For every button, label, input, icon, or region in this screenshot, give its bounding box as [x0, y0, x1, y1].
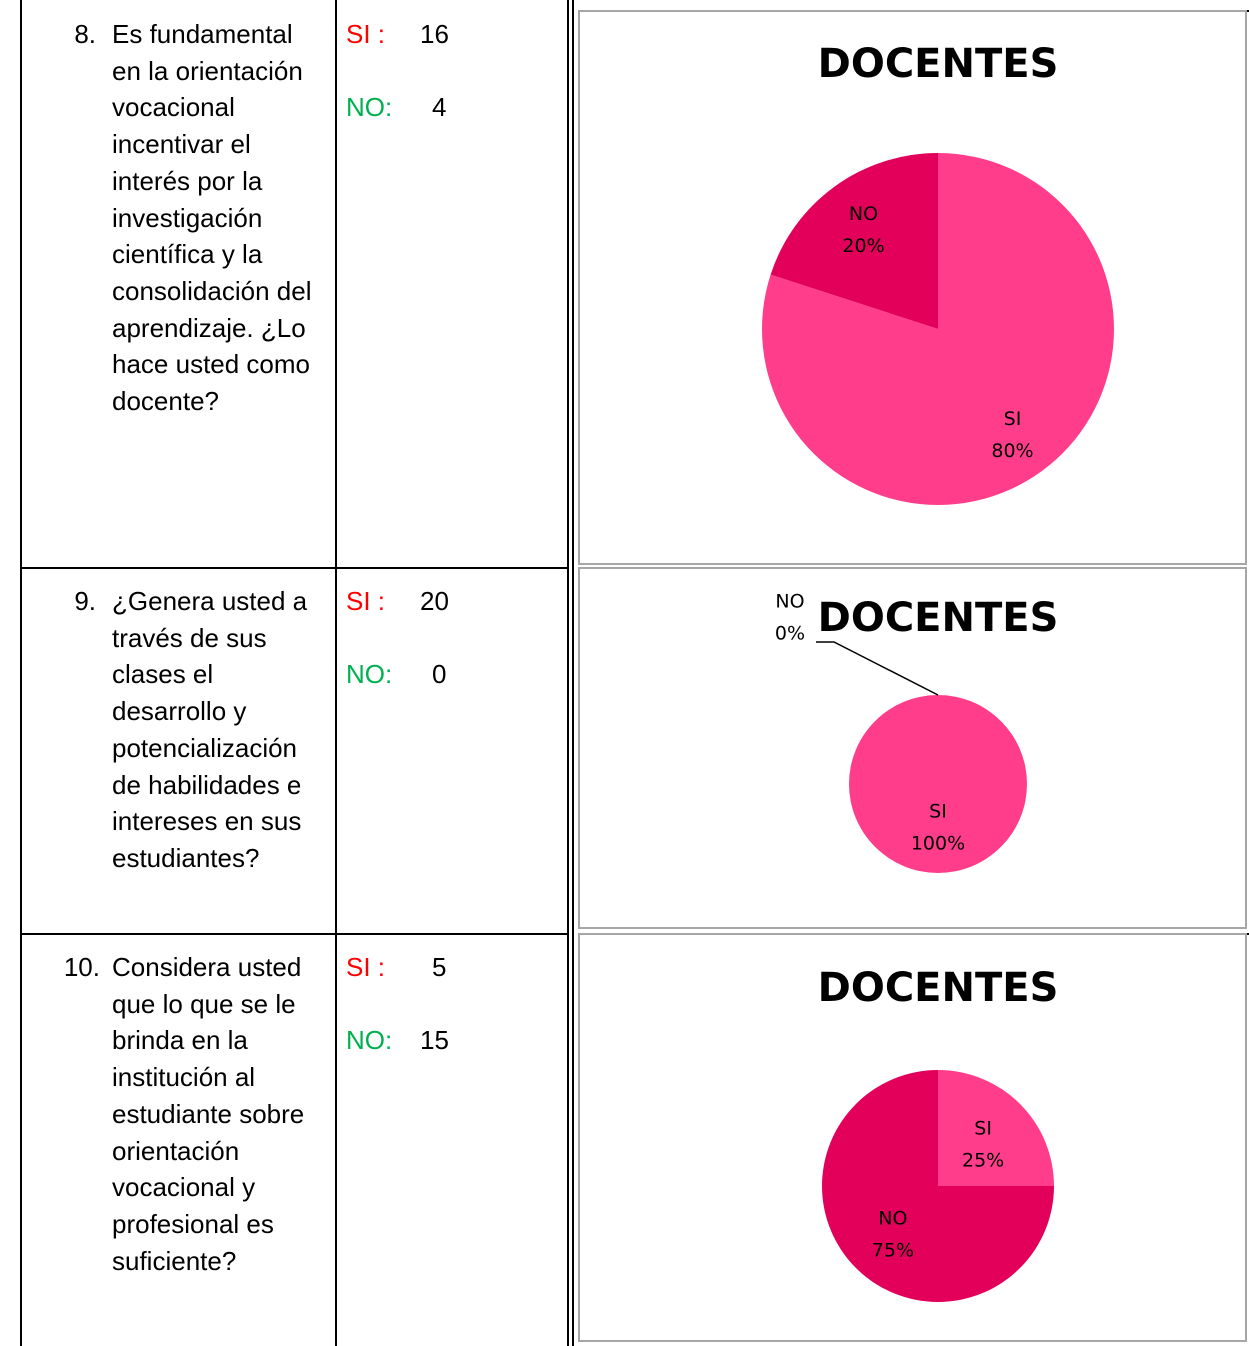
item-number: 10. — [63, 952, 100, 982]
leader-line — [816, 641, 939, 696]
answer-label: NO: — [346, 1025, 393, 1055]
answer-label: SI : — [346, 952, 386, 982]
question: ¿Genera usted a través de sus clases el … — [112, 586, 308, 873]
answer-label: SI : — [346, 19, 386, 49]
chart-title: DOCENTES — [818, 595, 1059, 641]
question: Es fundamental en la orientación vocacio… — [112, 19, 312, 417]
slice-label: 25% — [962, 1149, 1004, 1171]
answer-value: 15 — [420, 1025, 449, 1055]
answer-value: 16 — [420, 19, 449, 49]
slice-label: 80% — [991, 440, 1033, 462]
answer-value: 0 — [432, 659, 447, 689]
pie-slice — [849, 695, 1027, 873]
slice-category: SI — [929, 801, 947, 823]
slice-category: NO — [775, 591, 804, 613]
chart-title: DOCENTES — [818, 965, 1059, 1011]
slice-category: SI — [1004, 408, 1022, 430]
border — [567, 0, 569, 1346]
pie-slice — [938, 1070, 1054, 1186]
slice-category: NO — [849, 203, 878, 225]
answer-value: 20 — [420, 586, 449, 616]
slice-category: SI — [974, 1117, 992, 1139]
border — [20, 0, 22, 1346]
border — [20, 567, 569, 569]
slice-label: 20% — [842, 235, 884, 257]
answer-label: NO: — [346, 92, 393, 122]
chart-box — [578, 567, 1247, 929]
slice-label: 0% — [775, 623, 805, 645]
slice-category: NO — [878, 1208, 907, 1230]
answer-value: 4 — [432, 92, 447, 122]
border — [20, 933, 569, 935]
answer-value: 5 — [432, 952, 447, 982]
chart-box — [578, 933, 1247, 1342]
item-number: 9. — [74, 586, 96, 616]
chart-title: DOCENTES — [818, 41, 1059, 87]
pie-slice — [762, 153, 1115, 505]
border — [572, 0, 574, 1346]
answer-label: NO: — [346, 659, 393, 689]
question: Considera usted que lo que se le brinda … — [112, 952, 305, 1276]
pie-slice — [770, 153, 938, 329]
pie-slice — [822, 1070, 1054, 1302]
slice-label: 100% — [911, 833, 965, 855]
border — [335, 0, 337, 1346]
answer-label: SI : — [346, 586, 386, 616]
slice-label: 75% — [872, 1240, 914, 1262]
item-number: 8. — [74, 19, 96, 49]
chart-box — [578, 10, 1247, 565]
